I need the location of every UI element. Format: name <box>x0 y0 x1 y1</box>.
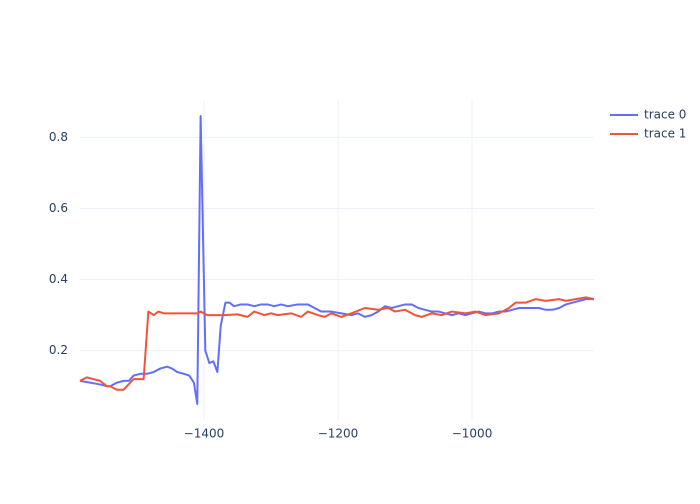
legend-label: trace 0 <box>644 108 686 122</box>
line-series <box>79 296 595 391</box>
y-tick-label: 0.4 <box>49 272 68 286</box>
x-tick-label: −1200 <box>318 427 359 441</box>
x-tick-label: −1000 <box>452 427 493 441</box>
x-tick-label: −1400 <box>184 427 225 441</box>
y-tick-label: 0.8 <box>49 130 68 144</box>
y-tick-label: 0.2 <box>49 343 68 357</box>
legend-label: trace 1 <box>644 127 686 141</box>
y-tick-label: 0.6 <box>49 201 68 215</box>
line-series <box>79 115 594 405</box>
